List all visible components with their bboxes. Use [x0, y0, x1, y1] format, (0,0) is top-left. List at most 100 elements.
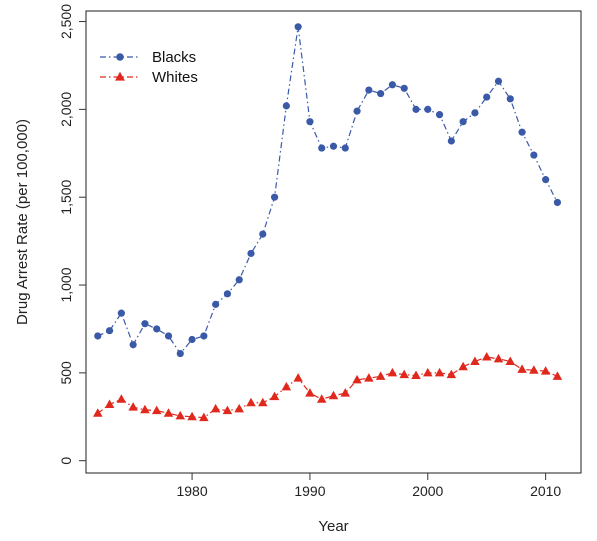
data-point [269, 391, 280, 401]
data-point [200, 332, 208, 340]
data-point [447, 137, 455, 145]
data-point [446, 369, 457, 379]
data-point [494, 77, 503, 85]
y-axis: 0 500 1,000 1,500 2,000 2,500 [58, 4, 86, 465]
data-point [352, 374, 362, 384]
x-tick-label: 1990 [294, 483, 325, 499]
data-point [222, 405, 233, 415]
legend-label-blacks: Blacks [152, 49, 196, 66]
x-axis: 1980 1990 2000 2010 [176, 473, 561, 499]
plot-border [85, 10, 582, 474]
data-point [458, 361, 468, 371]
data-point [116, 394, 127, 403]
data-point [493, 353, 504, 363]
data-point [471, 109, 479, 117]
y-tick-label: 0 [58, 457, 74, 465]
data-point [530, 151, 538, 159]
data-point [364, 373, 374, 382]
data-point [542, 176, 550, 184]
data-point [234, 403, 244, 413]
data-point [505, 356, 516, 365]
data-point [518, 128, 526, 136]
data-point [340, 388, 351, 397]
data-point [318, 144, 326, 152]
x-tick-label: 2010 [530, 483, 561, 499]
data-point [387, 367, 398, 377]
x-tick-label: 1980 [176, 483, 207, 499]
legend: Blacks Whites [100, 49, 198, 86]
data-point [258, 397, 268, 407]
data-point [164, 332, 173, 340]
data-point [365, 86, 373, 94]
data-point [210, 403, 221, 413]
series-group [93, 23, 563, 422]
legend-marker-blacks [116, 53, 124, 61]
data-point [341, 144, 349, 152]
data-point [470, 356, 480, 365]
data-point [411, 370, 421, 380]
data-point [187, 411, 197, 421]
data-point [141, 320, 149, 328]
data-point [176, 349, 184, 358]
series-line [97, 26, 558, 355]
data-point [293, 373, 303, 382]
data-point [506, 95, 514, 103]
data-point [281, 381, 292, 391]
data-point [235, 276, 243, 284]
data-point [529, 365, 539, 374]
data-point [188, 335, 196, 344]
data-point [163, 408, 174, 417]
data-point [375, 371, 386, 380]
data-point [316, 394, 327, 403]
data-point [93, 408, 103, 417]
data-point [212, 300, 220, 308]
y-tick-label: 1,500 [58, 179, 74, 214]
series-blacks [94, 23, 562, 358]
data-point [294, 23, 302, 31]
data-point [129, 341, 137, 349]
y-tick-label: 2,500 [58, 4, 74, 39]
plot-frame [85, 10, 582, 474]
data-point [435, 111, 444, 119]
data-point [306, 118, 314, 126]
data-point [104, 399, 115, 408]
data-point [424, 105, 432, 113]
data-point [153, 325, 161, 333]
data-point [259, 230, 267, 238]
data-point [353, 107, 361, 115]
data-point [517, 364, 527, 373]
data-point [400, 84, 408, 92]
data-point [223, 290, 232, 298]
data-point [305, 388, 315, 397]
data-point [388, 81, 397, 89]
series-whites [93, 352, 563, 422]
data-point [282, 102, 290, 110]
data-point [270, 193, 279, 201]
data-point [377, 89, 385, 98]
data-point [105, 327, 114, 335]
y-tick-label: 500 [58, 361, 74, 385]
data-point [246, 397, 256, 407]
data-point [553, 198, 562, 207]
data-point [552, 371, 563, 380]
x-tick-label: 2000 [412, 483, 443, 499]
data-point [481, 352, 492, 361]
y-tick-label: 2,000 [58, 92, 74, 127]
legend-label-whites: Whites [152, 69, 198, 86]
series-line [97, 356, 558, 419]
data-point [423, 367, 433, 377]
y-axis-title: Drug Arrest Rate (per 100,000) [14, 119, 31, 325]
data-point [329, 142, 338, 150]
y-tick-label: 1,000 [58, 267, 74, 302]
data-point [434, 367, 445, 377]
data-point [483, 93, 491, 101]
x-axis-title: Year [318, 518, 348, 535]
data-point [140, 404, 150, 414]
data-point [128, 402, 138, 411]
data-point [94, 332, 102, 340]
data-point [540, 366, 551, 375]
data-point [117, 309, 125, 317]
data-point [175, 410, 186, 420]
data-point [328, 390, 339, 400]
